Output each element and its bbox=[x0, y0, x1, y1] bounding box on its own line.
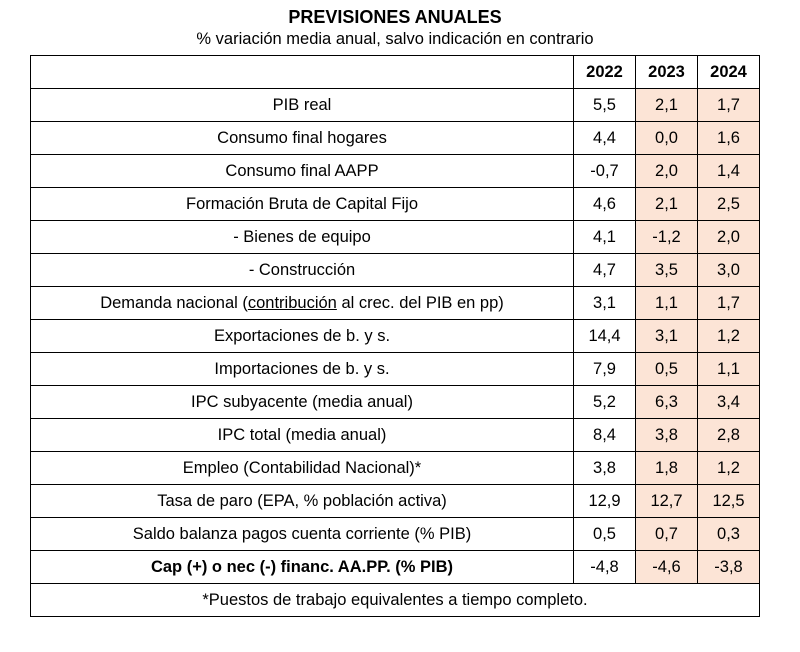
value-cell: 5,2 bbox=[573, 385, 636, 419]
forecast-value-cell: 1,7 bbox=[697, 286, 760, 320]
value-cell: 0,5 bbox=[573, 517, 636, 551]
table-row: - Construcción 4,7 3,5 3,0 bbox=[30, 253, 760, 287]
table-row: Consumo final AAPP -0,7 2,0 1,4 bbox=[30, 154, 760, 188]
value-cell: 4,1 bbox=[573, 220, 636, 254]
header-row: 2022 2023 2024 bbox=[30, 55, 760, 89]
forecast-value-cell: 2,0 bbox=[697, 220, 760, 254]
value-cell: -4,8 bbox=[573, 550, 636, 584]
value-cell: 3,8 bbox=[573, 451, 636, 485]
forecast-value-cell: 2,0 bbox=[635, 154, 698, 188]
forecast-value-cell: 2,1 bbox=[635, 187, 698, 221]
table-row: Empleo (Contabilidad Nacional)* 3,8 1,8 … bbox=[30, 451, 760, 485]
forecast-value-cell: 3,1 bbox=[635, 319, 698, 353]
table-row: Tasa de paro (EPA, % población activa) 1… bbox=[30, 484, 760, 518]
forecast-value-cell: 3,0 bbox=[697, 253, 760, 287]
row-label: Consumo final AAPP bbox=[30, 154, 574, 188]
header-blank-cell bbox=[30, 55, 574, 89]
footnote-cell: *Puestos de trabajo equivalentes a tiemp… bbox=[30, 583, 760, 617]
forecast-value-cell: 3,4 bbox=[697, 385, 760, 419]
forecast-value-cell: 1,4 bbox=[697, 154, 760, 188]
forecast-value-cell: 0,3 bbox=[697, 517, 760, 551]
row-label: - Bienes de equipo bbox=[30, 220, 574, 254]
table-row: Cap (+) o nec (-) financ. AA.PP. (% PIB)… bbox=[30, 550, 760, 584]
table-row: IPC total (media anual) 8,4 3,8 2,8 bbox=[30, 418, 760, 452]
forecast-value-cell: 3,5 bbox=[635, 253, 698, 287]
table-subtitle: % variación media anual, salvo indicació… bbox=[196, 30, 594, 48]
forecast-value-cell: 1,1 bbox=[635, 286, 698, 320]
forecast-value-cell: 0,7 bbox=[635, 517, 698, 551]
table-title: PREVISIONES ANUALES bbox=[288, 7, 502, 27]
row-label-part-underlined: contribución bbox=[247, 293, 337, 312]
row-label: PIB real bbox=[30, 88, 574, 122]
table-row: Saldo balanza pagos cuenta corriente (% … bbox=[30, 517, 760, 551]
forecast-value-cell: 1,6 bbox=[697, 121, 760, 155]
row-label: - Construcción bbox=[30, 253, 574, 287]
forecast-value-cell: 0,5 bbox=[635, 352, 698, 386]
row-label: Formación Bruta de Capital Fijo bbox=[30, 187, 574, 221]
year-header: 2023 bbox=[635, 55, 698, 89]
forecast-value-cell: 2,8 bbox=[697, 418, 760, 452]
forecast-value-cell: 1,1 bbox=[697, 352, 760, 386]
value-cell: 4,7 bbox=[573, 253, 636, 287]
forecast-value-cell: -1,2 bbox=[635, 220, 698, 254]
value-cell: 8,4 bbox=[573, 418, 636, 452]
row-label: Importaciones de b. y s. bbox=[30, 352, 574, 386]
value-cell: 5,5 bbox=[573, 88, 636, 122]
row-label: Tasa de paro (EPA, % población activa) bbox=[30, 484, 574, 518]
row-label: Consumo final hogares bbox=[30, 121, 574, 155]
row-label-part: Demanda nacional ( bbox=[100, 293, 248, 312]
row-label: IPC subyacente (media anual) bbox=[30, 385, 574, 419]
footnote-row: *Puestos de trabajo equivalentes a tiemp… bbox=[30, 583, 760, 617]
table-row: Demanda nacional (contribución al crec. … bbox=[30, 286, 760, 320]
value-cell: 4,6 bbox=[573, 187, 636, 221]
table-row: IPC subyacente (media anual) 5,2 6,3 3,4 bbox=[30, 385, 760, 419]
row-label-part: al crec. del PIB en pp) bbox=[336, 293, 504, 312]
value-cell: 3,1 bbox=[573, 286, 636, 320]
row-label: Cap (+) o nec (-) financ. AA.PP. (% PIB) bbox=[30, 550, 574, 584]
forecast-value-cell: -3,8 bbox=[697, 550, 760, 584]
forecast-value-cell: 3,8 bbox=[635, 418, 698, 452]
forecast-value-cell: 2,5 bbox=[697, 187, 760, 221]
forecast-value-cell: 12,5 bbox=[697, 484, 760, 518]
row-label: Exportaciones de b. y s. bbox=[30, 319, 574, 353]
table-row: PIB real 5,5 2,1 1,7 bbox=[30, 88, 760, 122]
forecast-value-cell: 2,1 bbox=[635, 88, 698, 122]
value-cell: 4,4 bbox=[573, 121, 636, 155]
table-row: Exportaciones de b. y s. 14,4 3,1 1,2 bbox=[30, 319, 760, 353]
value-cell: 14,4 bbox=[573, 319, 636, 353]
row-label: Saldo balanza pagos cuenta corriente (% … bbox=[30, 517, 574, 551]
row-label: Demanda nacional (contribución al crec. … bbox=[30, 286, 574, 320]
year-header: 2022 bbox=[573, 55, 636, 89]
forecast-value-cell: 0,0 bbox=[635, 121, 698, 155]
row-label: Empleo (Contabilidad Nacional)* bbox=[30, 451, 574, 485]
forecast-value-cell: 1,2 bbox=[697, 319, 760, 353]
forecast-value-cell: -4,6 bbox=[635, 550, 698, 584]
year-header: 2024 bbox=[697, 55, 760, 89]
row-label: IPC total (media anual) bbox=[30, 418, 574, 452]
value-cell: 7,9 bbox=[573, 352, 636, 386]
value-cell: -0,7 bbox=[573, 154, 636, 188]
forecast-table: 2022 2023 2024 PIB real 5,5 2,1 1,7 Cons… bbox=[30, 55, 760, 617]
table-row: Consumo final hogares 4,4 0,0 1,6 bbox=[30, 121, 760, 155]
table-row: - Bienes de equipo 4,1 -1,2 2,0 bbox=[30, 220, 760, 254]
table-row: Importaciones de b. y s. 7,9 0,5 1,1 bbox=[30, 352, 760, 386]
forecast-value-cell: 1,7 bbox=[697, 88, 760, 122]
forecast-value-cell: 1,2 bbox=[697, 451, 760, 485]
forecast-value-cell: 12,7 bbox=[635, 484, 698, 518]
forecast-value-cell: 6,3 bbox=[635, 385, 698, 419]
table-row: Formación Bruta de Capital Fijo 4,6 2,1 … bbox=[30, 187, 760, 221]
value-cell: 12,9 bbox=[573, 484, 636, 518]
forecast-value-cell: 1,8 bbox=[635, 451, 698, 485]
footnote: *Puestos de trabajo equivalentes a tiemp… bbox=[202, 591, 588, 609]
